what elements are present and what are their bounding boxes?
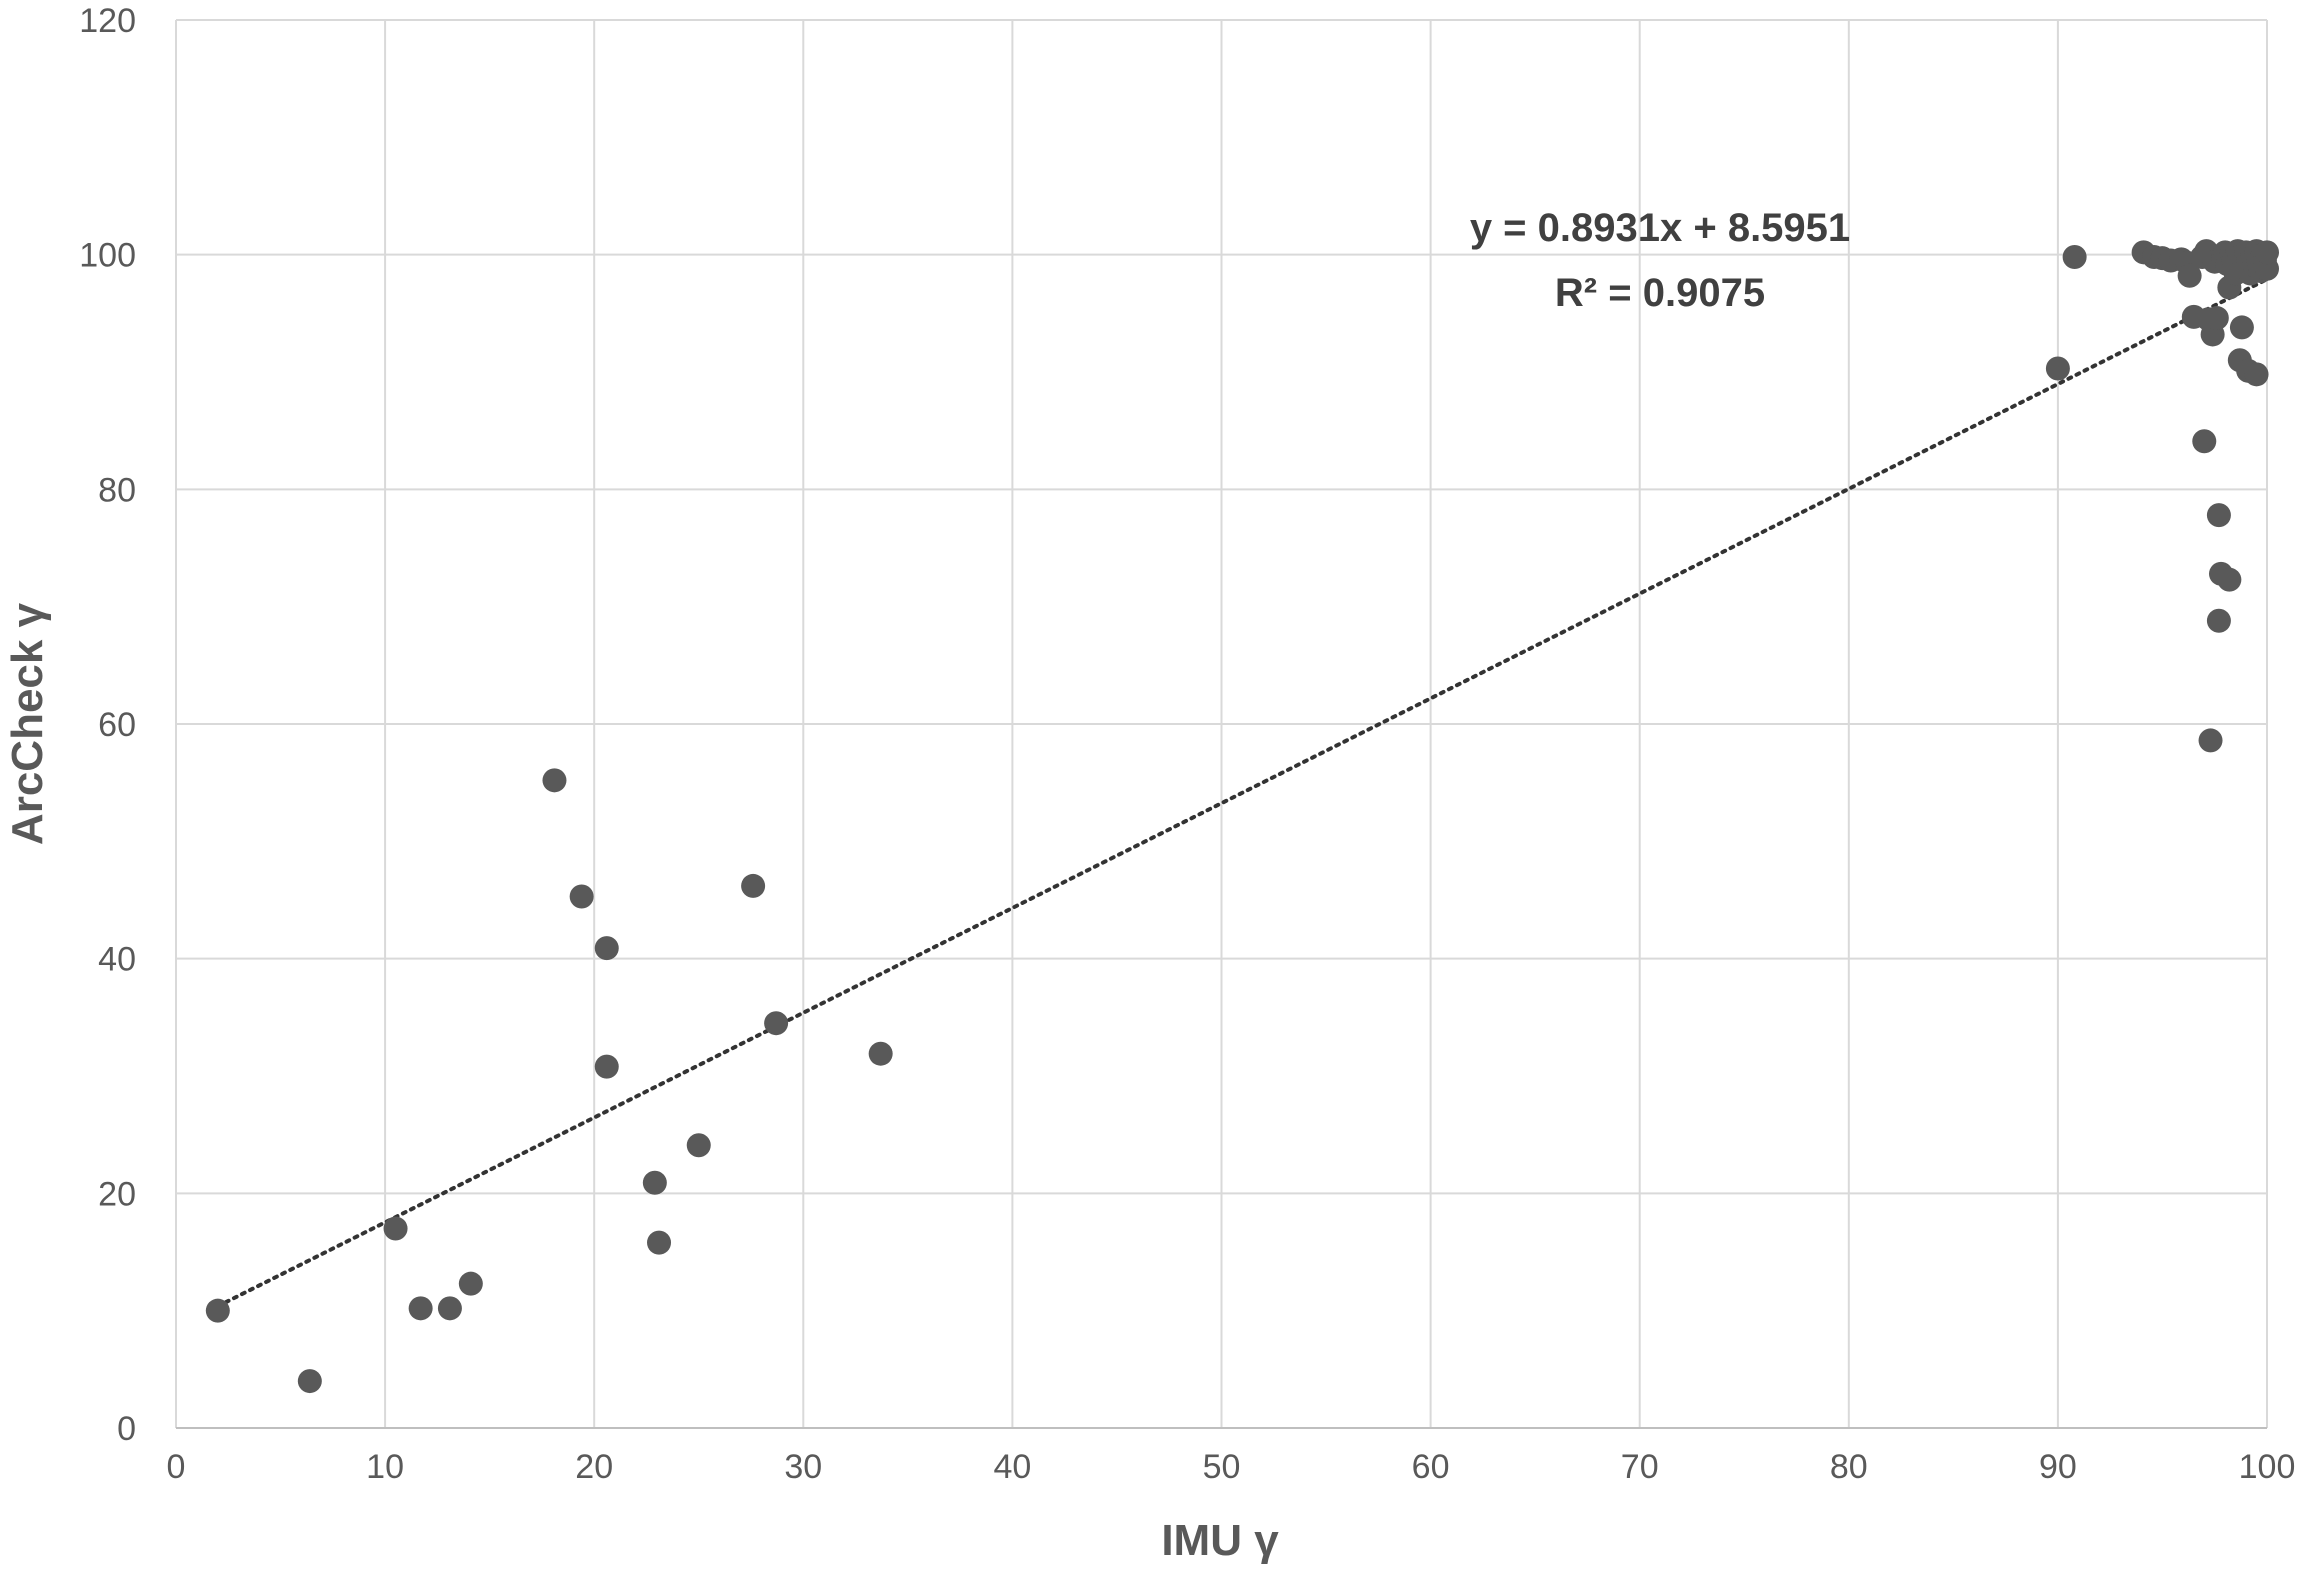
x-tick-label: 30 [784,1448,822,1486]
trendline-layer [215,277,2269,1309]
x-tick-label: 40 [993,1448,1031,1486]
data-point [2045,356,2070,381]
y-tick-label: 60 [98,706,136,744]
data-point [2204,306,2229,331]
data-point [297,1369,322,1394]
x-tick-label: 0 [167,1448,186,1486]
x-tick-label: 100 [2239,1448,2296,1486]
data-point [2192,429,2217,454]
x-tick-label: 90 [2039,1448,2077,1486]
x-tick-label: 20 [575,1448,613,1486]
data-points [205,239,2279,1394]
x-tick-label: 70 [1621,1448,1659,1486]
x-axis-title: IMU γ [1161,1516,1279,1565]
y-tick-label: 0 [117,1410,136,1448]
data-point [383,1216,408,1241]
data-point [642,1170,667,1195]
data-point [764,1011,789,1036]
data-point [686,1133,711,1158]
x-tick-label: 60 [1412,1448,1450,1486]
data-point [2244,362,2269,387]
data-point [2198,728,2223,753]
grid-layer [175,19,2268,1429]
y-tick-label: 40 [98,941,136,979]
y-axis-title: ArcCheck γ [3,602,52,845]
data-point [458,1271,483,1296]
data-point [868,1041,893,1066]
data-point [205,1298,230,1323]
data-point [2217,567,2242,592]
x-tick-label: 10 [366,1448,404,1486]
data-point [647,1230,672,1255]
y-tick-label: 80 [98,471,136,509]
y-tick-label: 20 [98,1175,136,1213]
data-point [594,936,619,961]
data-point [594,1054,619,1079]
data-point [2255,240,2279,265]
data-point [542,768,567,793]
data-point [741,873,766,898]
data-point [2255,256,2279,281]
x-tick-label: 50 [1203,1448,1241,1486]
data-point [2062,245,2087,270]
y-tick-label: 120 [79,2,136,40]
data-point [569,884,594,909]
y-tick-label: 100 [79,237,136,275]
data-point [2229,315,2254,340]
data-point [408,1296,433,1321]
data-point [2206,503,2231,528]
trendline-r-squared: R² = 0.9075 [1555,271,1765,315]
x-tick-label: 80 [1830,1448,1868,1486]
data-point [437,1296,462,1321]
data-point [2206,608,2231,633]
trendline [215,277,2269,1309]
tick-labels: 0 10 20 30 40 50 60 70 80 90 100 0 20 40 60 80 100 120 [79,2,2295,1486]
trendline-equation: y = 0.8931x + 8.5951 [1470,206,1850,250]
data-point [2177,263,2202,288]
